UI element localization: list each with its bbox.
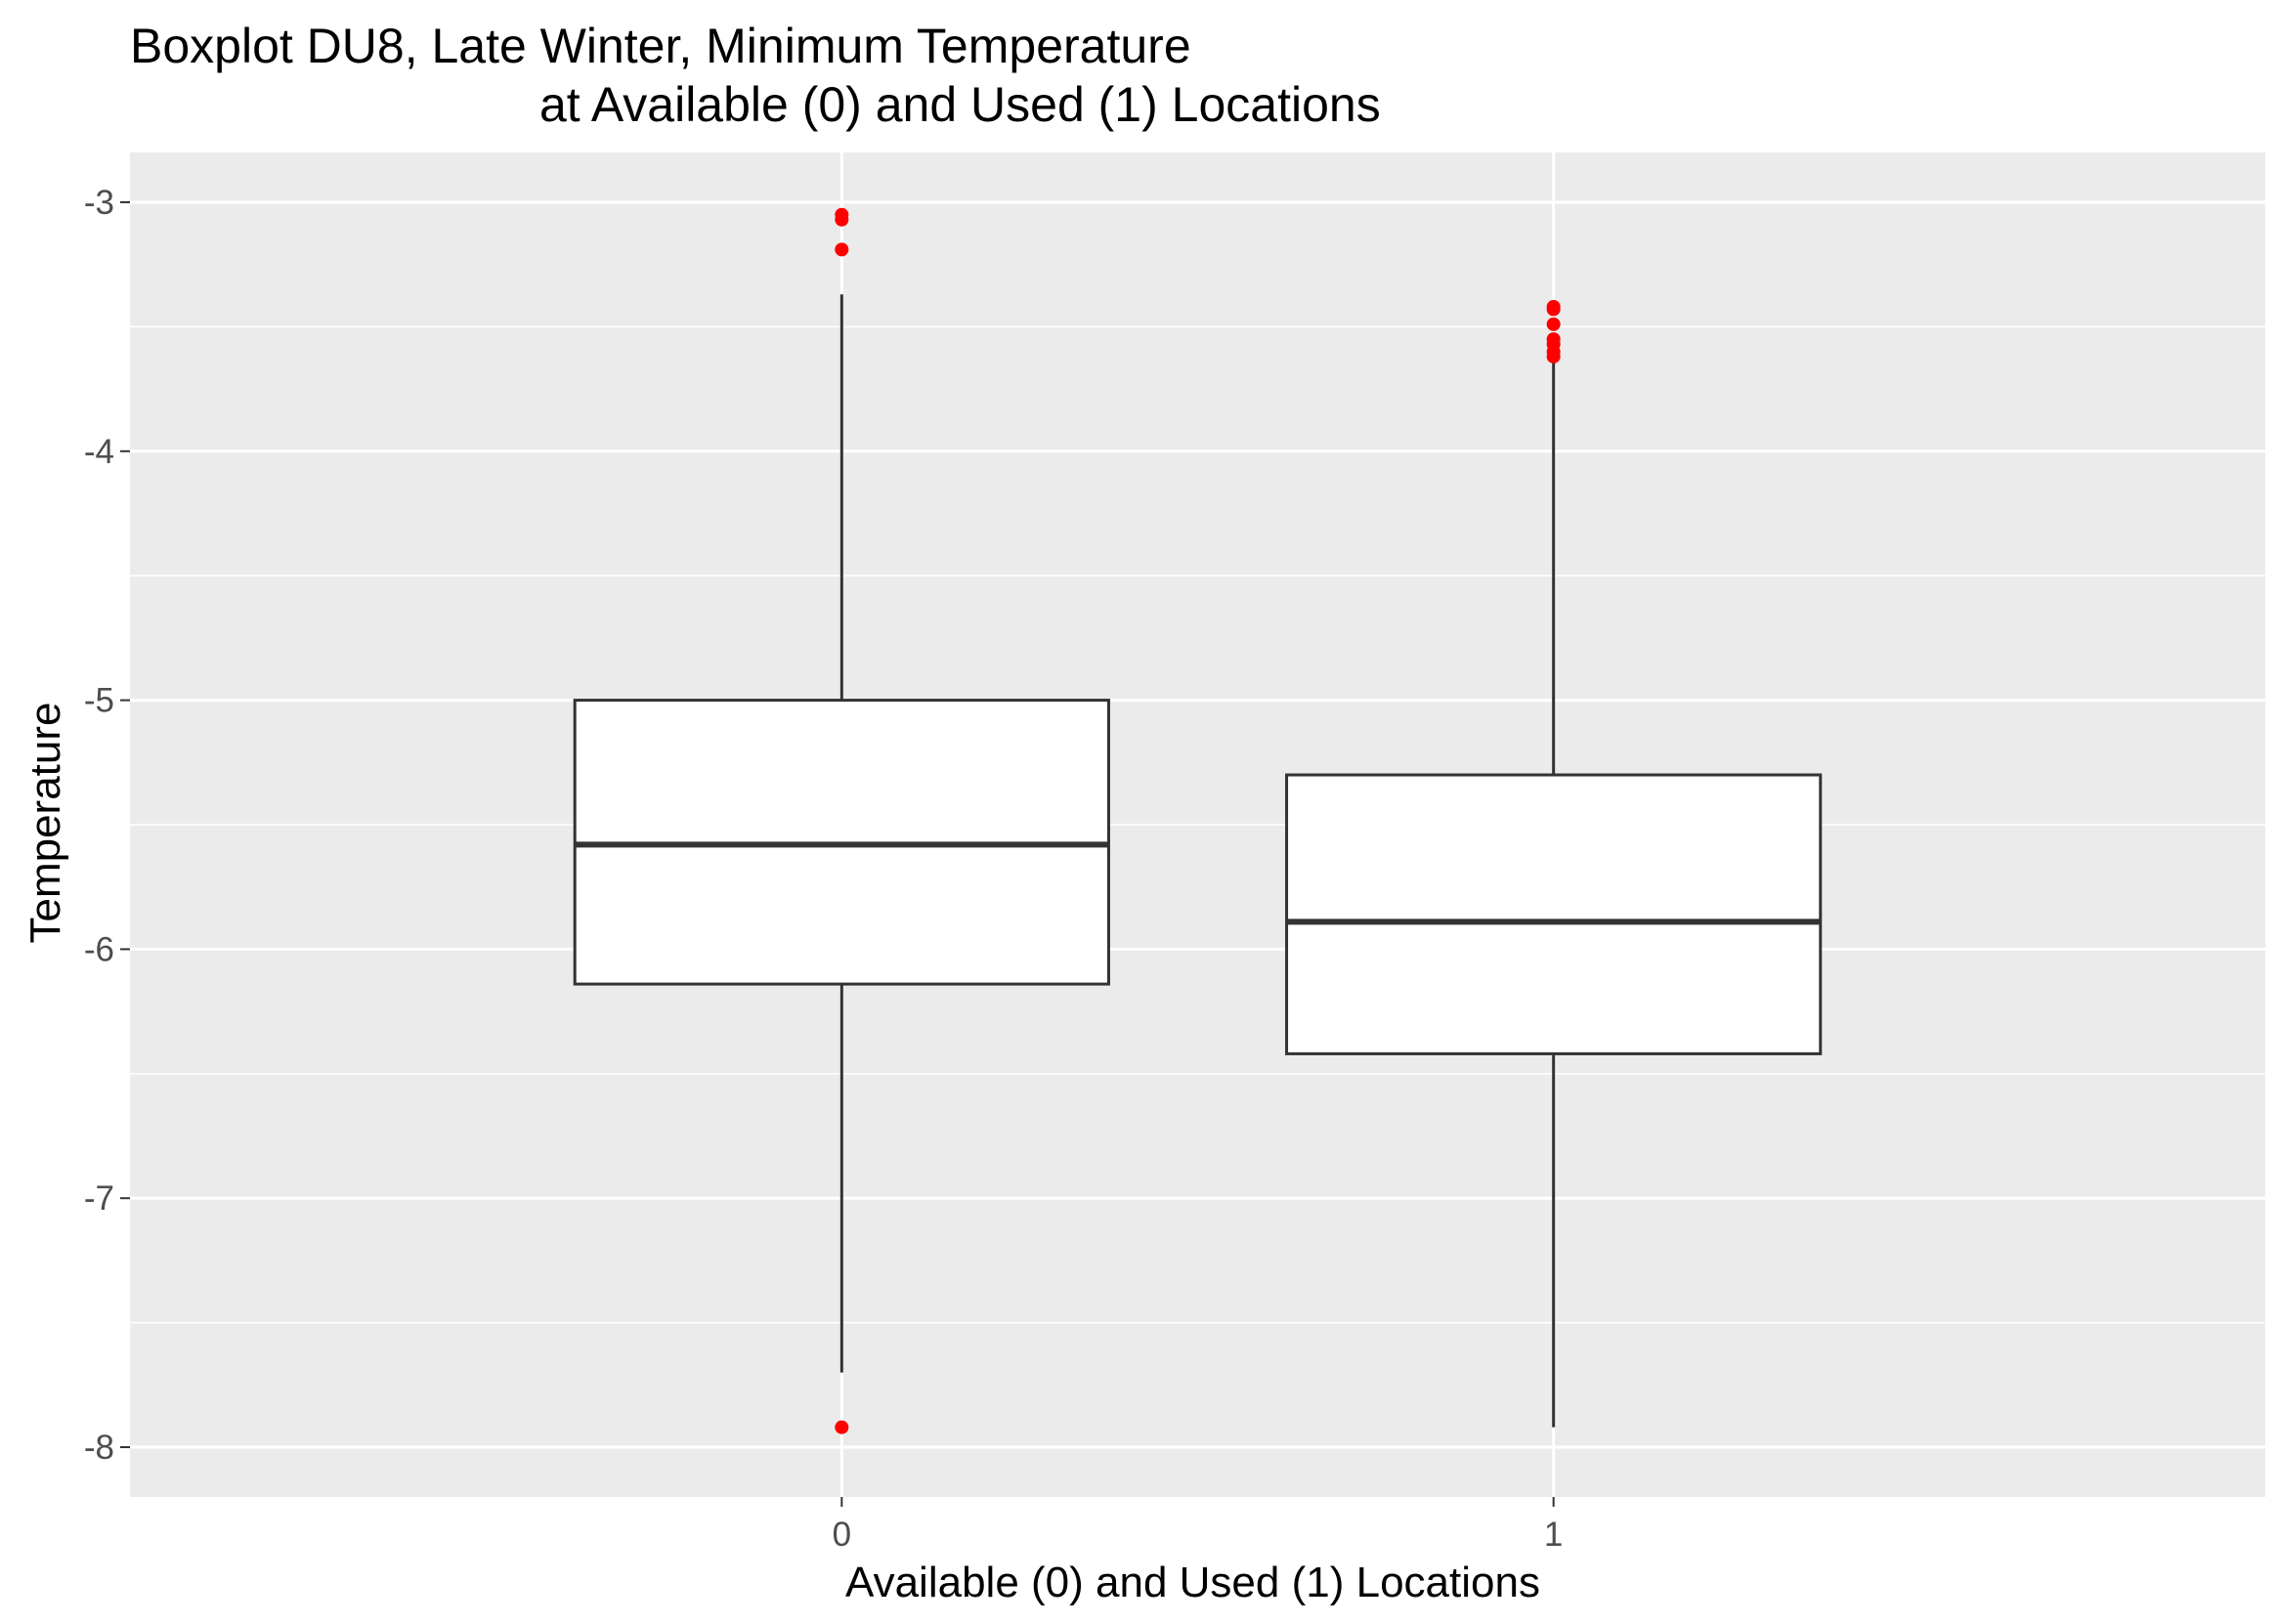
outlier-point [835,212,849,227]
box-group-1 [1285,299,1823,1428]
box-group-0 [573,207,1110,1434]
y-tick-label: -6 [84,930,114,968]
outlier-point [1546,302,1561,317]
axis-layer: -3 -4 -5 -6 -7 -8 0 1 [84,184,1564,1554]
y-tick-label: -7 [84,1179,114,1218]
outlier-point [835,242,849,257]
chart-title-line-2: at Available (0) and Used (1) Locations [539,77,1381,132]
outlier-point [1546,349,1561,363]
chart-title-line-1: Boxplot DU8, Late Winter, Minimum Temper… [130,19,1191,73]
y-tick-label: -4 [84,433,114,471]
box-iqr [1285,773,1823,1055]
x-tick-label: 0 [833,1516,851,1554]
y-axis-title-wrap: Temperature [21,0,70,1624]
boxes-layer [573,207,1823,1434]
x-tick-label: 1 [1544,1516,1563,1554]
outlier-point [835,1420,849,1434]
y-tick-label: -3 [84,184,114,222]
y-tick-label: -5 [84,682,114,720]
y-axis-title: Temperature [21,702,69,944]
y-tick-label: -8 [84,1429,114,1467]
outlier-point [1546,317,1561,331]
x-axis-title: Available (0) and Used (1) Locations [845,1559,1540,1606]
